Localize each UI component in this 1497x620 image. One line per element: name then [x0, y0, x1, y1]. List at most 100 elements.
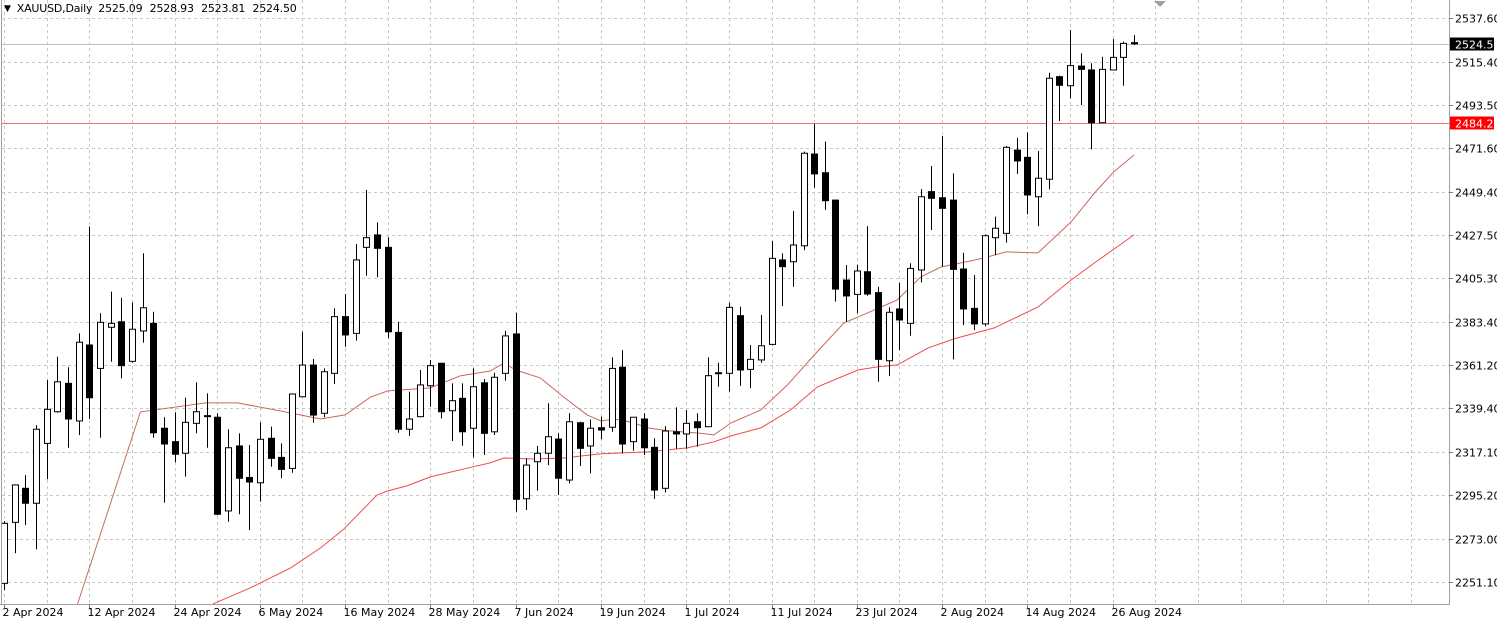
candle-bearish [1088, 63, 1095, 150]
candle-bearish [310, 358, 317, 423]
candle-body [129, 328, 136, 362]
close-value: 2524.50 [252, 2, 297, 15]
candle-body [1046, 77, 1053, 180]
chart-shift-marker-icon[interactable] [1154, 1, 1166, 7]
candle-bearish [896, 282, 903, 351]
candle-bullish [545, 403, 552, 466]
candle-bearish [278, 443, 285, 479]
level-price-label: 2484.26 [1455, 118, 1497, 131]
candle-body [406, 418, 413, 430]
candle-bullish [470, 368, 477, 458]
horizontal-level-line[interactable] [2, 44, 1449, 124]
candle-bullish [491, 372, 498, 435]
candle-body [822, 172, 829, 202]
candle-body [12, 484, 19, 523]
candle-body [310, 364, 317, 416]
candle-bullish [982, 234, 989, 327]
candle-body [790, 244, 797, 263]
candle-bullish [12, 484, 19, 554]
candle-bearish [619, 350, 626, 454]
candle-bearish [1014, 137, 1021, 174]
candle-body [1024, 156, 1031, 196]
candle-body [438, 362, 445, 413]
candle-body [982, 235, 989, 325]
triangle-down-icon[interactable]: ▼ [4, 3, 11, 14]
candle-bullish [662, 426, 669, 493]
candle-bullish [790, 210, 797, 287]
symbol-timeframe: XAUUSD,Daily [16, 2, 93, 15]
candle-body [705, 375, 712, 428]
candle-body [566, 421, 573, 481]
candle-bullish [321, 368, 328, 418]
candle-bullish [299, 331, 306, 398]
candle-bearish [822, 141, 829, 210]
candle-bullish [406, 391, 413, 436]
candle-body [747, 358, 754, 370]
candle-body [54, 381, 61, 413]
candle-body [843, 279, 850, 297]
candle-body [44, 408, 51, 444]
candle-bullish [523, 458, 530, 510]
candle-bullish [747, 344, 754, 389]
x-tick-label: 23 Jul 2024 [856, 606, 918, 619]
candle-bearish [577, 421, 584, 467]
bid-price-label: 2524.50 [1455, 39, 1497, 52]
x-tick-label: 12 Apr 2024 [88, 606, 156, 619]
candle-body [545, 436, 552, 454]
candle-body [459, 397, 466, 433]
candle-body [950, 199, 957, 270]
candle-body [33, 428, 40, 504]
y-tick-label: 2251.10 [1455, 577, 1497, 590]
candle-body [342, 316, 349, 336]
candle-body [801, 152, 808, 247]
candle-body [427, 365, 434, 387]
candle-bullish [1067, 30, 1074, 99]
candle-bullish [566, 413, 573, 484]
y-tick-label: 2515.40 [1455, 57, 1497, 70]
candle-body [641, 418, 648, 449]
candle-bearish [651, 438, 658, 499]
y-tick-label: 2405.30 [1455, 273, 1497, 286]
price-axis[interactable]: 2537.60 2515.40 2493.50 2471.60 2449.40 2427.… [1449, 13, 1497, 590]
candle-body [1, 522, 8, 584]
x-tick-label: 24 Apr 2024 [174, 606, 242, 619]
candle-bearish [22, 475, 29, 526]
candle-bearish [65, 367, 72, 448]
y-tick-label: 2295.20 [1455, 490, 1497, 503]
candle-body [1110, 56, 1117, 71]
candle-bullish [1003, 145, 1010, 243]
candle-bullish [705, 357, 712, 428]
candle-bearish [1056, 75, 1063, 121]
candle-body [417, 384, 424, 418]
candle-body [971, 307, 978, 325]
high-value: 2528.93 [149, 2, 194, 15]
candle-body [1131, 42, 1138, 45]
candle-body [832, 199, 839, 290]
candle-bearish [960, 252, 967, 326]
candle-body [513, 333, 520, 500]
candle-bullish [33, 425, 40, 550]
candle-body [22, 487, 29, 504]
candle-bearish [118, 297, 125, 379]
x-tick-label: 2 Apr 2024 [3, 606, 64, 619]
candle-bullish [129, 302, 136, 363]
candle-bullish [630, 416, 637, 451]
candle-bearish [172, 412, 179, 463]
chart-header: ▼ XAUUSD,Daily 2525.09 2528.93 2523.81 2… [4, 2, 301, 15]
candle-bullish [534, 445, 541, 491]
candle-bullish [417, 369, 424, 418]
candle-body [172, 441, 179, 455]
y-tick-label: 2449.40 [1455, 187, 1497, 200]
candle-bullish [108, 291, 115, 362]
candle-body [299, 364, 306, 398]
candle-body [502, 335, 509, 374]
candle-body [204, 415, 211, 418]
price-axis-background [1450, 0, 1497, 620]
time-axis[interactable]: 2 Apr 2024 12 Apr 2024 24 Apr 2024 6 May 20… [3, 604, 1182, 619]
candle-bullish [97, 313, 104, 438]
candle-bearish [1024, 132, 1031, 215]
candle-body [481, 382, 488, 434]
candle-body [268, 437, 275, 459]
candle-bearish [513, 312, 520, 512]
